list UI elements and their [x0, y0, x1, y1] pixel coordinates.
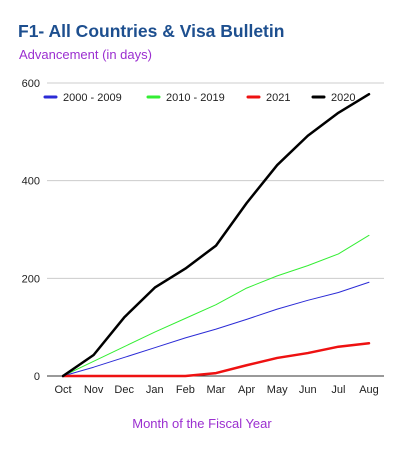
legend-label: 2000 - 2009: [63, 92, 122, 104]
x-tick-label: Mar: [207, 384, 226, 396]
chart-title: F1- All Countries & Visa Bulletin: [18, 21, 285, 41]
x-tick-label: Dec: [114, 384, 134, 396]
legend-label: 2020: [331, 92, 355, 104]
x-tick-label: Jul: [331, 384, 345, 396]
series-line: [61, 92, 371, 378]
y-tick-label: 400: [22, 176, 40, 188]
legend-label: 2010 - 2019: [166, 92, 225, 104]
x-tick-label: Oct: [54, 384, 71, 396]
series-line: [62, 281, 370, 377]
x-tick-label: Aug: [359, 384, 379, 396]
series-line: [62, 234, 370, 377]
legend-label: 2021: [266, 92, 290, 104]
x-tick-label: Feb: [176, 384, 195, 396]
x-tick-label: Jan: [146, 384, 164, 396]
x-axis-label: Month of the Fiscal Year: [132, 416, 272, 431]
y-tick-label: 600: [22, 78, 40, 90]
y-tick-label: 0: [34, 371, 40, 383]
x-tick-label: Jun: [299, 384, 317, 396]
chart-subtitle: Advancement (in days): [19, 47, 152, 62]
x-tick-label: May: [267, 384, 288, 396]
x-tick-label: Apr: [238, 384, 255, 396]
y-tick-label: 200: [22, 273, 40, 285]
series-line: [61, 342, 371, 378]
x-tick-label: Nov: [84, 384, 104, 396]
